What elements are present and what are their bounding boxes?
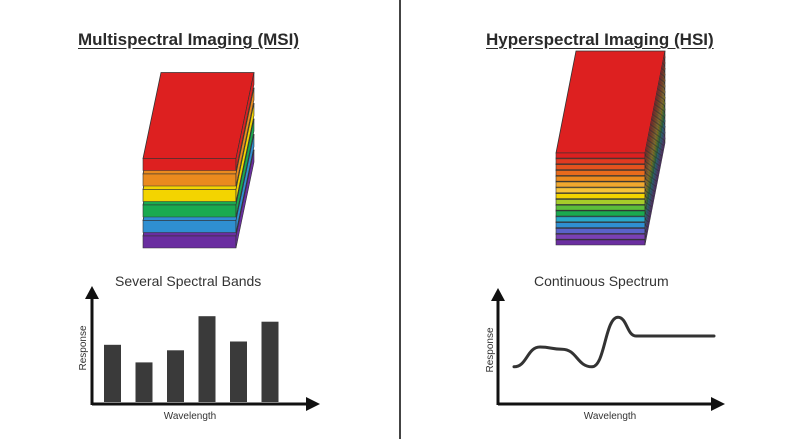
- hsi-layer-edge-11: [555, 181, 646, 188]
- msi-layer-edge-5: [142, 173, 237, 187]
- msi-layer-6: [142, 72, 255, 159]
- hsi-layer-edge-8: [555, 199, 646, 205]
- hsi-layer-edge-12: [555, 175, 646, 182]
- hsi-layer-stack: [555, 50, 666, 246]
- msi-layer-side-3: [235, 118, 255, 218]
- msi-layer-edge-6: [142, 158, 237, 171]
- msi-layer-edge-3: [142, 204, 237, 218]
- msi-bar-6: [261, 321, 279, 402]
- msi-layer-side-6: [235, 72, 255, 171]
- msi-bar-4: [198, 316, 216, 402]
- msi-bar-3: [167, 350, 184, 402]
- hsi-layer-edge-14: [555, 164, 646, 170]
- msi-title: Multispectral Imaging (MSI): [78, 30, 300, 49]
- hsi-ylabel: Response: [485, 327, 496, 372]
- hsi-layer-edge-5: [555, 216, 646, 223]
- hsi-layer-edge-13: [555, 170, 646, 176]
- hsi-spectrum-curve: [512, 315, 716, 369]
- msi-layer-side-5: [235, 87, 255, 187]
- msi-layer-side-2: [235, 134, 255, 233]
- hsi-layer-edge-9: [555, 193, 646, 199]
- hsi-layer-edge-1: [555, 239, 646, 246]
- hsi-layer-edge-16: [555, 152, 646, 159]
- msi-layer-side-1: [235, 149, 255, 249]
- msi-xlabel: Wavelength: [164, 411, 216, 422]
- msi-layer-edge-2: [142, 220, 237, 233]
- hsi-layer-side-16: [644, 50, 666, 159]
- msi-layer-side-4: [235, 103, 255, 202]
- msi-bar-5: [230, 341, 247, 402]
- msi-layer-stack: [142, 72, 255, 249]
- hsi-layer-edge-4: [555, 222, 646, 228]
- hsi-layer-edge-15: [555, 158, 646, 165]
- msi-bar-1: [104, 344, 121, 402]
- panel-divider: [399, 0, 401, 439]
- hsi-xlabel: Wavelength: [584, 411, 636, 422]
- hsi-layer-edge-7: [555, 204, 646, 211]
- hsi-title: Hyperspectral Imaging (HSI): [486, 30, 714, 49]
- hsi-caption: Continuous Spectrum: [534, 273, 669, 289]
- msi-caption: Several Spectral Bands: [115, 273, 262, 289]
- msi-axes: [85, 286, 320, 411]
- hsi-layer-edge-6: [555, 210, 646, 217]
- hsi-axes: [491, 288, 725, 411]
- hsi-layer-edge-3: [555, 228, 646, 234]
- hsi-layer-edge-10: [555, 187, 646, 194]
- msi-ylabel: Response: [78, 325, 89, 370]
- msi-layer-edge-4: [142, 189, 237, 202]
- msi-bar-2: [135, 362, 153, 402]
- hsi-layer-edge-2: [555, 233, 646, 240]
- msi-layer-edge-1: [142, 235, 237, 249]
- msi-bar-group: [104, 316, 279, 402]
